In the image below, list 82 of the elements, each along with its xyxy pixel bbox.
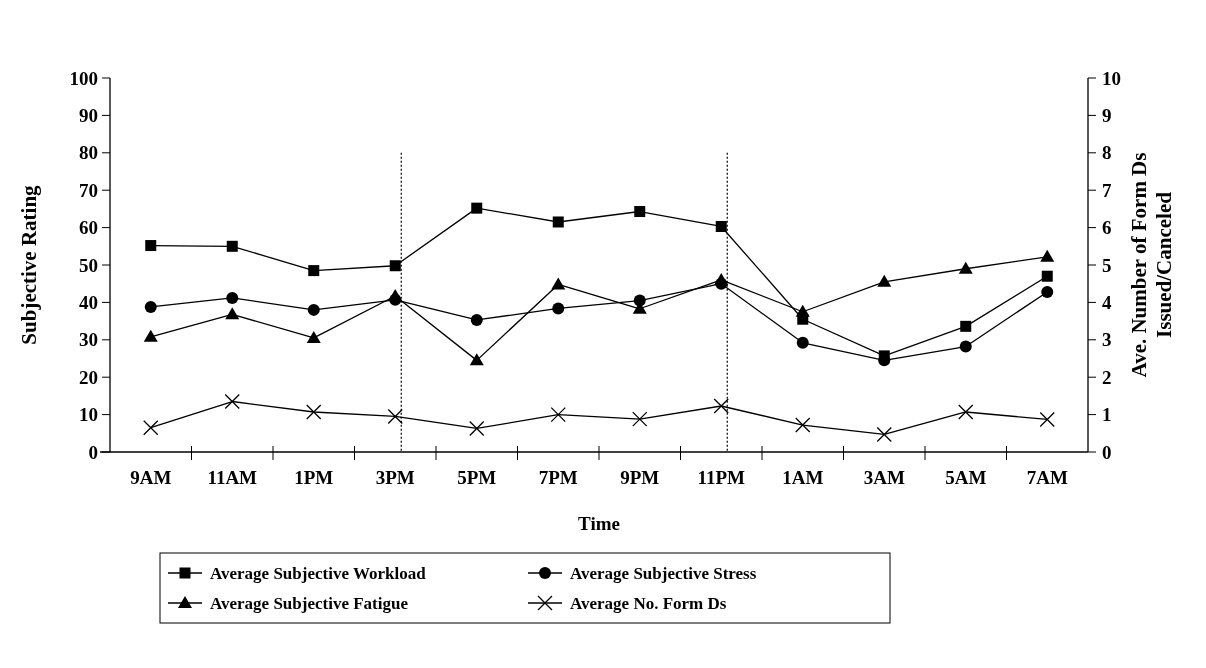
point <box>226 291 239 304</box>
y-tick-label: 30 <box>79 329 98 351</box>
y-tick-label: 60 <box>79 217 98 239</box>
y2-tick-label: 2 <box>1102 366 1112 388</box>
y-tick-label: 40 <box>79 292 98 314</box>
point <box>550 406 566 423</box>
point <box>796 336 809 349</box>
point <box>1040 249 1055 262</box>
y2-tick-label: 8 <box>1102 142 1112 164</box>
point <box>552 302 565 315</box>
legend-label: Average Subjective Stress <box>570 563 757 583</box>
point <box>552 216 564 228</box>
point <box>306 330 321 343</box>
y2-tick-label: 4 <box>1102 292 1112 314</box>
y2-tick-label: 1 <box>1102 404 1112 426</box>
point <box>713 398 729 414</box>
point <box>714 272 729 285</box>
point <box>876 426 892 443</box>
point <box>1041 285 1054 298</box>
point <box>388 289 403 302</box>
x-tick-label: 9AM <box>130 467 172 488</box>
point <box>469 420 485 437</box>
x-tick-label: 3AM <box>863 467 905 488</box>
x-tick-label: 5AM <box>945 467 987 488</box>
y2-tick-label: 9 <box>1102 105 1112 127</box>
point <box>224 393 240 410</box>
y-tick-label: 70 <box>79 179 98 201</box>
x-tick-label: 3PM <box>375 467 415 488</box>
point <box>144 300 157 313</box>
point <box>795 304 810 317</box>
y2-tick-label: 10 <box>1102 67 1121 89</box>
y-tick-label: 100 <box>69 67 98 89</box>
x-tick-label: 7AM <box>1026 467 1068 488</box>
y-tick-label: 80 <box>79 142 98 164</box>
point <box>143 329 158 342</box>
point <box>225 307 240 320</box>
point <box>958 404 974 420</box>
y-tick-label: 50 <box>79 254 98 276</box>
point <box>389 260 401 272</box>
point <box>307 303 320 316</box>
y-tick-label: 10 <box>79 404 98 426</box>
y2-tick-label: 0 <box>1102 441 1112 463</box>
point <box>634 206 646 218</box>
point <box>308 265 320 277</box>
x-tick-label: 7PM <box>538 467 578 488</box>
x-tick-label: 1PM <box>294 467 334 488</box>
point <box>470 313 483 326</box>
x-tick-label: 11AM <box>207 467 258 488</box>
point <box>795 417 811 433</box>
x-tick-label: 11PM <box>697 467 746 488</box>
y2-axis-title: Ave. Number of Form Ds Issued/Canceled <box>1126 152 1176 378</box>
x-tick-label: 9PM <box>620 467 660 488</box>
point <box>960 320 972 332</box>
point <box>715 220 727 232</box>
legend-label: Average Subjective Workload <box>210 563 427 583</box>
y-tick-label: 90 <box>79 105 98 127</box>
point <box>958 261 973 274</box>
point <box>306 404 322 420</box>
point <box>877 274 892 287</box>
point <box>226 240 238 252</box>
legend-label: Average Subjective Fatigue <box>210 593 409 613</box>
x-tick-label: 1AM <box>782 467 824 488</box>
point <box>632 411 648 427</box>
y-axis-title: Subjective Rating <box>17 184 41 345</box>
y2-tick-label: 6 <box>1102 217 1112 239</box>
point <box>551 277 566 290</box>
point <box>1041 270 1053 282</box>
y-tick-label: 0 <box>88 441 98 463</box>
y-tick-label: 20 <box>79 366 98 388</box>
legend-label: Average No. Form Ds <box>570 593 727 613</box>
point <box>1039 411 1055 428</box>
point <box>387 408 403 425</box>
point <box>469 353 484 366</box>
point <box>143 420 159 436</box>
x-tick-label: 5PM <box>457 467 497 488</box>
y2-tick-label: 5 <box>1102 254 1112 276</box>
point <box>959 340 972 353</box>
point <box>145 240 157 252</box>
point <box>471 202 483 214</box>
y2-tick-label: 7 <box>1102 179 1112 201</box>
x-axis-title: Time <box>578 513 620 534</box>
y2-tick-label: 3 <box>1102 329 1112 351</box>
